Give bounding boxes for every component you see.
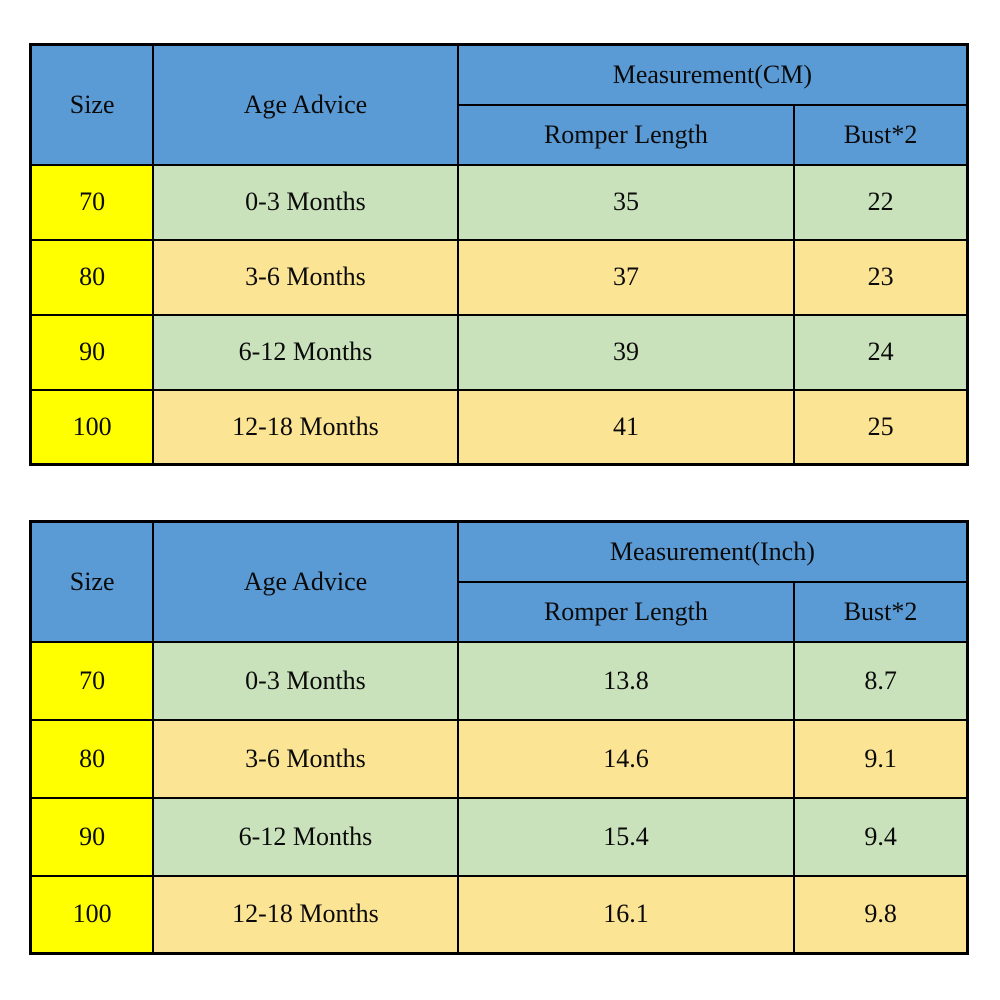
size-header-cell: Size xyxy=(29,43,155,166)
age-cell: 12-18 Months xyxy=(152,874,459,955)
age-advice-header-cell: Age Advice xyxy=(152,520,459,643)
subheader-row: Romper Length Bust*2 xyxy=(31,580,969,643)
size-cell: 70 xyxy=(29,163,155,241)
table-row: 70 0-3 Months 35 22 xyxy=(29,163,969,241)
romper-length-cell: 14.6 xyxy=(456,718,796,799)
romper-length-cell: 39 xyxy=(456,313,796,391)
header-row: Size Age Advice Measurement(CM) xyxy=(29,43,969,166)
table-row: 100 12-18 Months 16.1 9.8 xyxy=(29,874,969,955)
measurement-header-cell: Measurement(CM) xyxy=(456,43,969,106)
size-cell: 80 xyxy=(29,238,155,316)
size-cell: 70 xyxy=(29,640,155,721)
age-cell: 6-12 Months xyxy=(152,313,459,391)
bust-cell: 24 xyxy=(793,313,969,391)
subheader-row: Romper Length Bust*2 xyxy=(31,103,969,166)
size-cell: 80 xyxy=(29,718,155,799)
bust-cell: 8.7 xyxy=(793,640,969,721)
size-chart-cm: Size Age Advice Measurement(CM) Romper Leng… xyxy=(29,43,969,466)
size-chart-inch-table: Size Age Advice Measurement(Inch) Romper Le… xyxy=(29,520,969,955)
header-row: Size Age Advice Measurement(Inch) xyxy=(29,520,969,643)
age-cell: 12-18 Months xyxy=(152,388,459,466)
bust-cell: 9.8 xyxy=(793,874,969,955)
measurement-header-cell: Measurement(Inch) xyxy=(456,520,969,583)
table-row: 70 0-3 Months 13.8 8.7 xyxy=(29,640,969,721)
romper-length-cell: 13.8 xyxy=(456,640,796,721)
romper-length-header-cell: Romper Length xyxy=(456,103,796,166)
romper-length-cell: 15.4 xyxy=(456,796,796,877)
size-cell: 90 xyxy=(29,313,155,391)
bust-header-cell: Bust*2 xyxy=(793,580,969,643)
romper-length-cell: 35 xyxy=(456,163,796,241)
romper-length-header-cell: Romper Length xyxy=(456,580,796,643)
bust-cell: 23 xyxy=(793,238,969,316)
table-row: 80 3-6 Months 14.6 9.1 xyxy=(29,718,969,799)
bust-cell: 9.4 xyxy=(793,796,969,877)
romper-length-cell: 41 xyxy=(456,388,796,466)
age-cell: 0-3 Months xyxy=(152,163,459,241)
age-advice-header-cell: Age Advice xyxy=(152,43,459,166)
bust-cell: 9.1 xyxy=(793,718,969,799)
size-header-cell: Size xyxy=(29,520,155,643)
romper-length-cell: 37 xyxy=(456,238,796,316)
bust-header-cell: Bust*2 xyxy=(793,103,969,166)
age-cell: 3-6 Months xyxy=(152,238,459,316)
table-row: 90 6-12 Months 15.4 9.4 xyxy=(29,796,969,877)
age-cell: 6-12 Months xyxy=(152,796,459,877)
table-row: 90 6-12 Months 39 24 xyxy=(29,313,969,391)
size-chart-inch: Size Age Advice Measurement(Inch) Romper Le… xyxy=(29,520,969,955)
romper-length-cell: 16.1 xyxy=(456,874,796,955)
bust-cell: 25 xyxy=(793,388,969,466)
bust-cell: 22 xyxy=(793,163,969,241)
age-cell: 3-6 Months xyxy=(152,718,459,799)
size-cell: 100 xyxy=(29,388,155,466)
age-cell: 0-3 Months xyxy=(152,640,459,721)
size-cell: 90 xyxy=(29,796,155,877)
size-chart-cm-table: Size Age Advice Measurement(CM) Romper Leng… xyxy=(29,43,969,466)
size-cell: 100 xyxy=(29,874,155,955)
table-row: 100 12-18 Months 41 25 xyxy=(29,388,969,466)
table-row: 80 3-6 Months 37 23 xyxy=(29,238,969,316)
